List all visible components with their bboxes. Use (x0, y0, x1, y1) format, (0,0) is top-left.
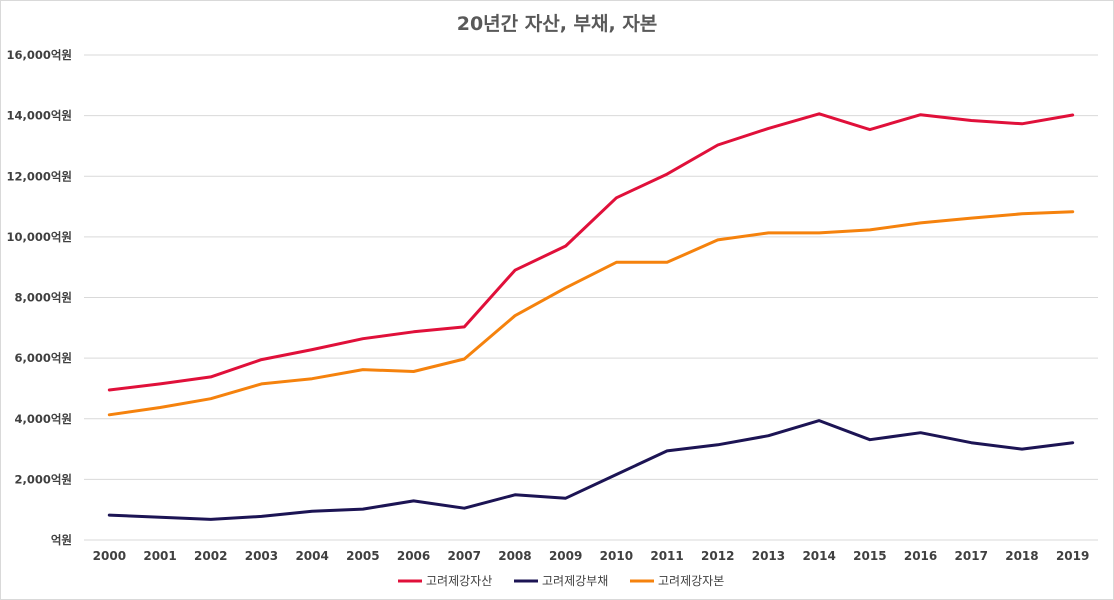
y-axis-tick-labels: 억원 2,000억원 4,000억원 6,000억원 8,000억원 10,000억원 12… (6, 48, 72, 547)
x-tick-label: 2015 (853, 549, 886, 563)
series-line (107, 210, 1075, 417)
x-tick-label: 2012 (701, 549, 734, 563)
x-tick-label: 2018 (1005, 549, 1038, 563)
y-tick-label: 12,000억원 (6, 169, 72, 183)
x-tick-label: 2006 (397, 549, 430, 563)
legend-label: 고려제강자산 (426, 574, 492, 588)
gridlines (84, 54, 1098, 541)
x-tick-label: 2019 (1056, 549, 1089, 563)
x-tick-label: 2005 (346, 549, 379, 563)
x-tick-label: 2009 (549, 549, 582, 563)
y-tick-label: 4,000억원 (14, 412, 72, 426)
x-tick-label: 2010 (600, 549, 633, 563)
x-tick-label: 2013 (752, 549, 785, 563)
y-tick-label: 억원 (51, 533, 72, 547)
y-tick-label: 6,000억원 (14, 351, 72, 365)
x-tick-label: 2007 (448, 549, 481, 563)
x-tick-label: 2014 (802, 549, 835, 563)
x-tick-label: 2000 (93, 549, 126, 563)
legend: 고려제강자산 고려제강부채 고려제강자본 (398, 574, 724, 588)
x-tick-label: 2004 (295, 549, 328, 563)
y-tick-label: 14,000억원 (6, 109, 72, 123)
y-tick-label: 16,000억원 (6, 48, 72, 62)
y-tick-label: 2,000억원 (14, 472, 72, 486)
x-tick-label: 2002 (194, 549, 227, 563)
legend-label: 고려제강부채 (542, 574, 608, 588)
y-tick-label: 10,000억원 (6, 230, 72, 244)
legend-label: 고려제강자본 (658, 574, 724, 588)
series-line (107, 112, 1075, 392)
x-axis-tick-labels: 2000 2001 2002 2003 2004 2005 2006 2007 2008 2009… (93, 549, 1090, 563)
x-tick-label: 2008 (498, 549, 531, 563)
x-tick-label: 2017 (955, 549, 988, 563)
x-tick-label: 2016 (904, 549, 937, 563)
series-lines (107, 112, 1075, 521)
series-line (107, 419, 1075, 521)
x-tick-label: 2003 (245, 549, 278, 563)
chart-title: 20년간 자산, 부채, 자본 (457, 13, 658, 35)
x-tick-label: 2001 (143, 549, 176, 563)
y-tick-label: 8,000억원 (14, 291, 72, 305)
x-tick-label: 2011 (650, 549, 683, 563)
